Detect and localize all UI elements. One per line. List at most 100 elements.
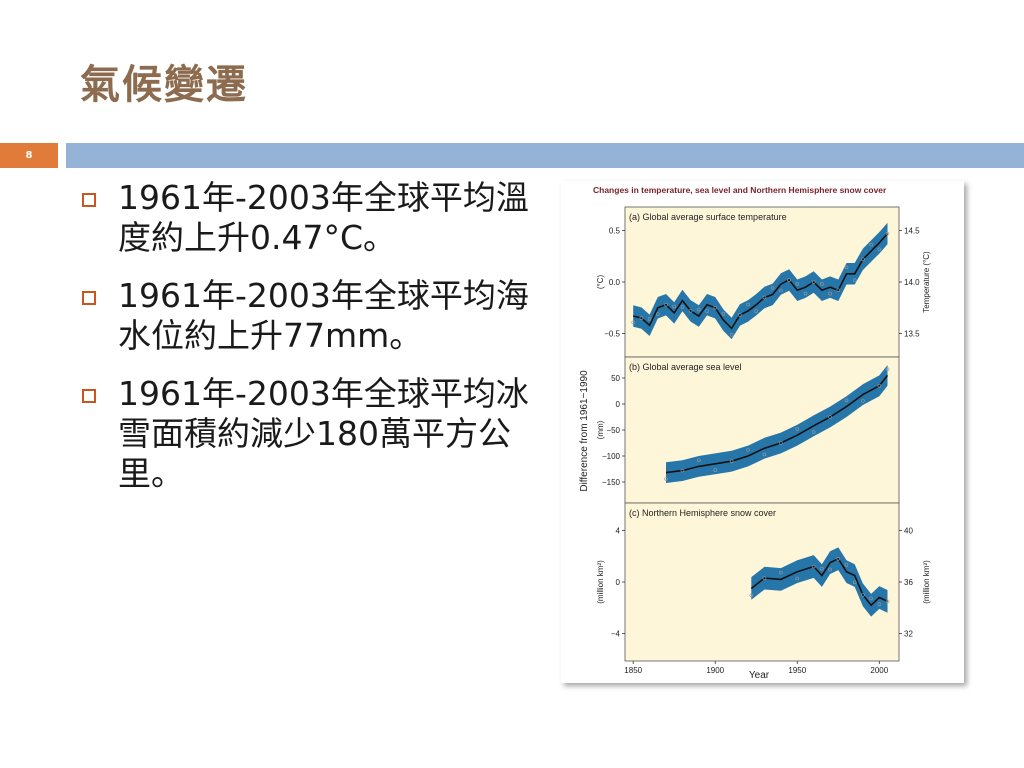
panel-2-ytick-label: 0 [616, 578, 621, 587]
panel-1-ytick-label: −50 [606, 426, 620, 435]
x-tick-label: 2000 [870, 666, 888, 675]
panel-1-data-point [885, 367, 890, 371]
bullet-text: 1961年-2003年全球平均溫度約上升0.47°C。 [118, 178, 529, 257]
panel-0-data-point [803, 291, 808, 296]
panel-0-data-point [647, 317, 652, 321]
panel-1-data-point [877, 384, 882, 388]
panel-2-data-point [852, 580, 857, 585]
panel-0-ytick-label: −0.5 [604, 330, 620, 339]
panel-2-series-line [750, 557, 888, 607]
panel-0-data-point [811, 280, 816, 284]
panel-0-data-point [729, 333, 734, 337]
panel-0-data-point [762, 295, 767, 300]
panel-0-data-point [877, 247, 882, 252]
panel-2-data-point [820, 566, 824, 571]
panel-1-data-point [697, 458, 701, 462]
panel-2-data-point [869, 596, 873, 601]
bullet-text: 1961年-2003年全球平均海水位約上升77mm。 [118, 276, 529, 355]
panel-0-data-point [820, 282, 824, 286]
panel-0-data-point [664, 302, 668, 307]
panel-0-ytick-right-label: 14.0 [904, 278, 920, 287]
slide-title: 氣候變遷 [80, 62, 248, 108]
panel-2-data-point [749, 593, 754, 598]
panel-0-data-point [656, 312, 660, 317]
page-number: 8 [0, 143, 58, 168]
square-bullet-icon [82, 193, 96, 207]
panel-0-data-point [688, 309, 693, 313]
panel-0-data-point [770, 286, 775, 290]
panel-1-data-point [680, 468, 685, 473]
panel-0-data-point [836, 288, 841, 293]
panel-0-data-point [639, 316, 644, 320]
panel-1-uncertainty-band [666, 365, 888, 483]
panel-1-data-point [664, 477, 668, 481]
panel-2-y-label-right: (million km²) [922, 560, 931, 604]
bullet-text: 1961年-2003年全球平均冰雪面積約減少180萬平方公里。 [118, 374, 529, 493]
bullet-item: 1961年-2003年全球平均海水位約上升77mm。 [80, 276, 530, 356]
panel-2-data-point [861, 593, 865, 597]
panel-2-uncertainty-band [751, 547, 888, 617]
panel-0-ytick-right-label: 13.5 [904, 330, 920, 339]
panel-0-ytick-right-label: 14.5 [904, 226, 920, 235]
panel-1-y-label: (mm) [596, 420, 605, 439]
panel-0-data-point [672, 304, 677, 309]
panel-0-data-point [885, 231, 890, 236]
panel-0-ytick-label: 0.0 [609, 278, 621, 287]
panel-2-ytick-label: 4 [616, 526, 621, 535]
panel-0-data-point [697, 307, 701, 312]
x-axis-label: Year [749, 670, 770, 681]
panel-1-data-point [811, 430, 816, 434]
panel-2-ytick-right-label: 36 [904, 578, 913, 587]
shared-y-label: Difference from 1961−1990 [579, 370, 590, 492]
panel-2-data-point [795, 576, 800, 581]
panel-1-ytick-label: 0 [616, 400, 621, 409]
panel-0-uncertainty-band [633, 222, 888, 340]
panel-0-data-point [754, 309, 759, 313]
bullet-item: 1961年-2003年全球平均冰雪面積約減少180萬平方公里。 [80, 374, 530, 494]
panel-0-y-label-right: Temperature (°C) [922, 251, 931, 313]
panel-1-ytick-label: −150 [602, 478, 621, 487]
panel-2-ytick-right-label: 40 [904, 526, 913, 535]
panel-0-data-point [869, 242, 873, 247]
panel-0-data-point [861, 257, 865, 262]
bullet-list: 1961年-2003年全球平均溫度約上升0.47°C。 1961年-2003年全… [80, 178, 530, 512]
panel-1-data-point [795, 427, 800, 431]
panel-0-data-point [844, 265, 849, 270]
panel-0-data-point [713, 305, 718, 310]
panel-2-data-point [828, 567, 832, 572]
x-tick-label: 1900 [706, 666, 724, 675]
panel-0-data-point [680, 305, 685, 309]
panel-2-y-label: (million km²) [596, 560, 605, 604]
panel-2-data-point [779, 570, 783, 575]
panel-1-data-point [746, 447, 750, 452]
panel-1-data-point [828, 415, 832, 419]
climate-chart-svg: Changes in temperature, sea level and No… [579, 185, 931, 681]
panel-0-data-point [721, 311, 726, 316]
panel-1-data-point [861, 399, 865, 403]
panel-0-frame [624, 206, 900, 358]
panel-0-title: (a) Global average surface temperature [629, 212, 787, 222]
header-band: 8 [0, 143, 1024, 168]
panel-0-data-point [795, 282, 800, 286]
x-tick-label: 1950 [788, 666, 806, 675]
panel-1-data-point [729, 459, 734, 464]
panel-2-data-point [877, 602, 882, 607]
panel-1-ytick-label: 50 [611, 374, 620, 383]
panel-0-data-point [828, 291, 832, 296]
panel-2-data-point [844, 563, 849, 567]
panel-1-ytick-label: −100 [602, 452, 621, 461]
panel-0-data-point [738, 313, 742, 317]
panel-2-title: (c) Northern Hemisphere snow cover [629, 508, 776, 518]
panel-1-data-point [844, 398, 849, 403]
panel-0-data-point [787, 278, 791, 282]
panel-2-data-point [836, 556, 841, 561]
panel-0-data-point [746, 302, 750, 307]
accent-bar [66, 143, 1024, 168]
square-bullet-icon [82, 291, 96, 305]
panel-1-data-point [762, 452, 767, 457]
panel-0-data-point [631, 320, 636, 325]
panel-2-data-point [762, 576, 767, 580]
panel-2-data-point [811, 564, 816, 569]
panel-0-series-line [633, 233, 889, 330]
panel-2-ytick-right-label: 32 [904, 630, 913, 639]
